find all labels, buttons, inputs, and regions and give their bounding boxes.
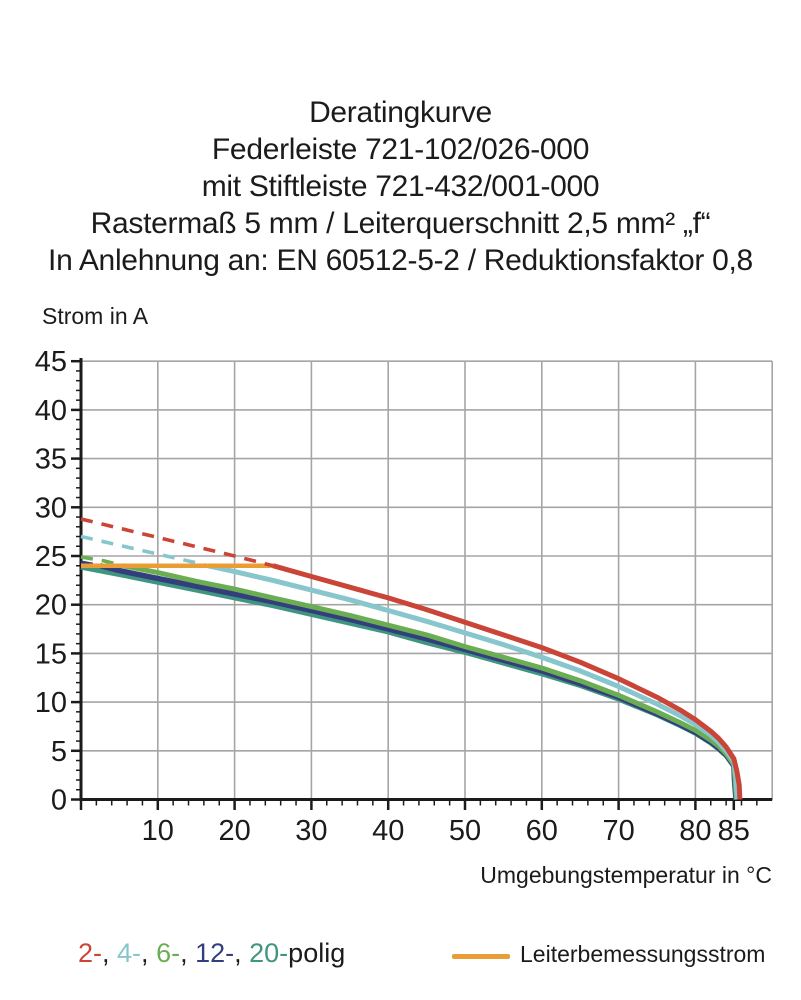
curve-2-polig: [272, 563, 743, 800]
x-tick-label: 20: [218, 815, 250, 847]
title-line-1: Deratingkurve: [309, 96, 492, 129]
y-tick-label: 10: [35, 687, 67, 719]
y-tick-label: 0: [51, 785, 67, 817]
y-tick-label: 5: [51, 736, 67, 768]
y-tick-label: 40: [35, 395, 67, 427]
legend-token: ,: [234, 938, 250, 968]
legend-token: 20-: [249, 938, 289, 968]
curve-4-polig-dashed: [80, 534, 209, 568]
x-axis-title: Umgebungstemperatur in °C: [480, 862, 772, 888]
legend-token: ,: [180, 938, 196, 968]
y-tick-label: 30: [35, 492, 67, 524]
legend-token: ,: [141, 938, 157, 968]
x-tick-label: 10: [142, 815, 174, 847]
x-tick-label: 70: [602, 815, 634, 847]
curve-2-polig-dashed: [80, 517, 274, 568]
title-line-3: mit Stiftleiste 721-432/001-000: [201, 170, 600, 203]
curve-6-polig: [122, 563, 739, 800]
title-line-5: In Anlehnung an: EN 60512-5-2 / Reduktio…: [48, 244, 753, 277]
legend-token: ,: [102, 938, 118, 968]
legend-token: 6-: [156, 938, 181, 968]
chart-title-block: Deratingkurve Federleiste 721-102/026-00…: [0, 94, 801, 279]
pole-count-legend: 2-, 4-, 6-, 12-, 20-polig: [78, 938, 345, 969]
legend-token: 12-: [195, 938, 235, 968]
y-tick-label: 15: [35, 638, 67, 670]
x-tick-label: 30: [295, 815, 327, 847]
title-line-4: Rastermaß 5 mm / Leiterquerschnitt 2,5 m…: [90, 207, 711, 240]
y-tick-label: 35: [35, 444, 67, 476]
title-line-2: Federleiste 721-102/026-000: [211, 133, 590, 166]
legend-token: 4-: [117, 938, 142, 968]
curve-12-polig: [99, 563, 739, 800]
x-tick-label: 80: [679, 815, 711, 847]
legend-token: 2-: [78, 938, 103, 968]
x-tick-label: 50: [449, 815, 481, 847]
y-tick-label: 20: [35, 590, 67, 622]
curve-6-polig-dashed: [80, 555, 124, 568]
curve-4-polig: [207, 563, 740, 800]
x-tick-label: 40: [372, 815, 404, 847]
x-tick-label: 60: [526, 815, 558, 847]
rated-current-label: Leiterbemessungsstrom: [520, 941, 766, 967]
x-tick-label: 85: [718, 815, 750, 847]
y-tick-label: 45: [35, 346, 67, 378]
rated-current-line-swatch: [452, 954, 510, 959]
legend-token: polig: [288, 938, 346, 968]
y-tick-label: 25: [35, 541, 67, 573]
y-axis-title: Strom in A: [42, 303, 149, 329]
legend-row: 2-, 4-, 6-, 12-, 20-polig Leiterbemessun…: [0, 936, 801, 976]
